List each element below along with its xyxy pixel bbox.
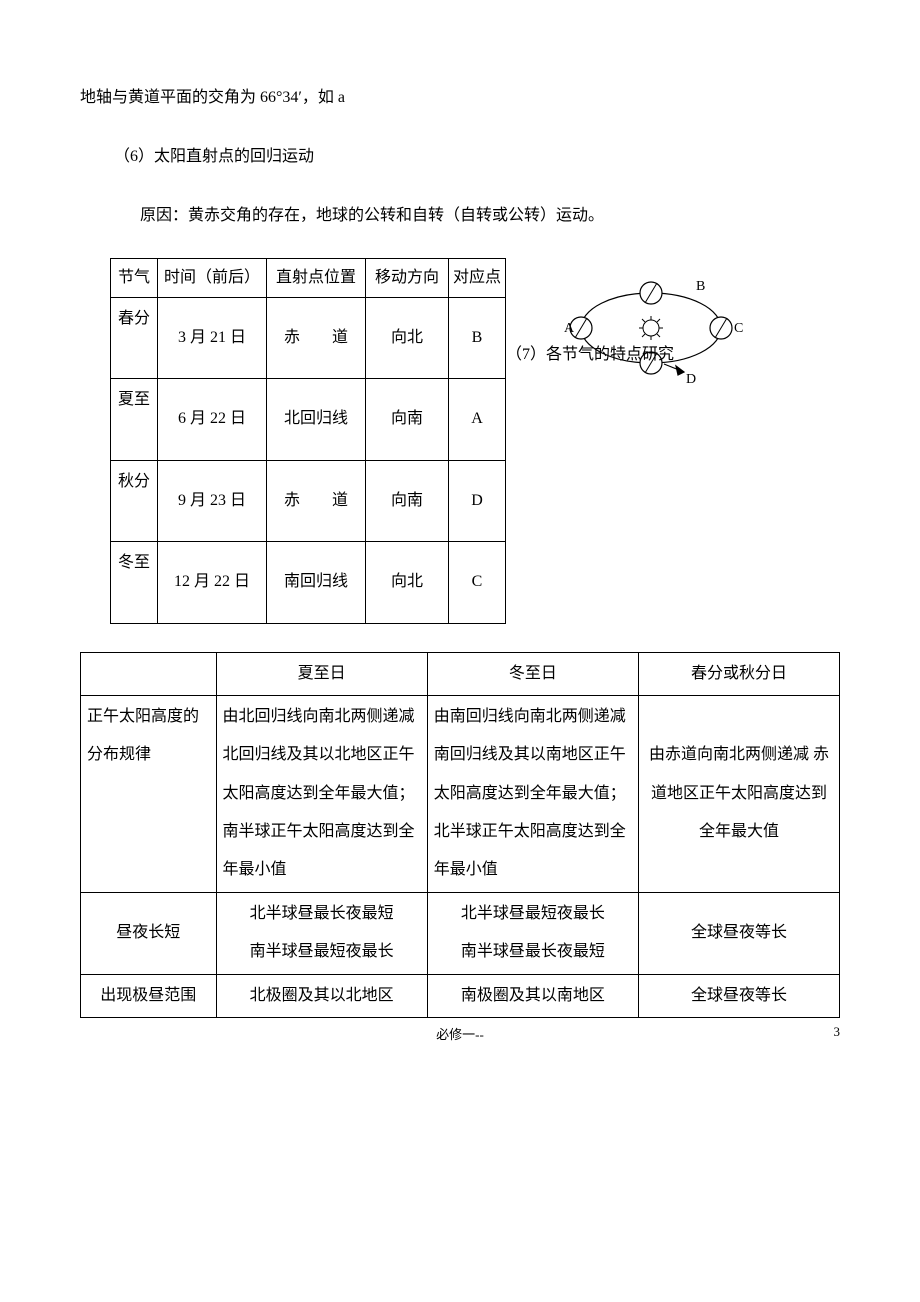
section-7-title: （7）各节气的特点研究 <box>506 340 674 364</box>
cell: 向北 <box>366 542 449 623</box>
hdr-term: 节气 <box>118 269 150 286</box>
table-row: 冬至 12 月 22 日 南回归线 向北 C <box>111 542 506 623</box>
cell: 南回归线 <box>267 542 366 623</box>
cell: 向北 <box>366 297 449 378</box>
cell: C <box>449 542 506 623</box>
features-table: 夏至日 冬至日 春分或秋分日 正午太阳高度的分布规律 由北回归线向南北两侧递减 … <box>80 652 840 1019</box>
table-row: 夏至日 冬至日 春分或秋分日 <box>81 652 840 695</box>
hdr-time: 时间（前后） <box>164 269 260 286</box>
cell: 由北回归线向南北两侧递减 北回归线及其以北地区正午太阳高度达到全年最大值；南半球… <box>216 695 427 892</box>
cell: 12 月 22 日 <box>158 542 267 623</box>
cell: 3 月 21 日 <box>158 297 267 378</box>
page-number: 3 <box>834 1024 841 1040</box>
col-header: 节气 <box>111 258 158 297</box>
label-b: B <box>696 279 705 294</box>
cell: 9 月 23 日 <box>158 460 267 541</box>
cell: B <box>449 297 506 378</box>
label-c: C <box>734 321 743 336</box>
page: 地轴与黄道平面的交角为 66°34′，如 a （6）太阳直射点的回归运动 原因：… <box>0 0 920 1063</box>
table-row: 秋分 9 月 23 日 赤 道 向南 D <box>111 460 506 541</box>
intro-line-1: 地轴与黄道平面的交角为 66°34′，如 a <box>80 80 840 115</box>
table-row: 正午太阳高度的分布规律 由北回归线向南北两侧递减 北回归线及其以北地区正午太阳高… <box>81 695 840 892</box>
cell: 向南 <box>366 379 449 460</box>
row-label: 出现极昼范围 <box>81 974 217 1017</box>
col-header: 时间（前后） <box>158 258 267 297</box>
cell: 秋分 <box>111 460 158 541</box>
row-table-and-diagram: 节气 时间（前后） 直射点位置 移动方向 对应点 春分 3 月 21 日 赤 道… <box>80 258 840 624</box>
hdr-position: 直射点位置 <box>276 269 356 286</box>
cell: 北半球昼最短夜最长 南半球昼最长夜最短 <box>427 892 638 974</box>
col-header: 移动方向 <box>366 258 449 297</box>
table-row: 夏至 6 月 22 日 北回归线 向南 A <box>111 379 506 460</box>
side-column: A B C D （7）各节气的特点研究 <box>506 258 840 388</box>
cell: 由南回归线向南北两侧递减 南回归线及其以南地区正午太阳高度达到全年最大值；北半球… <box>427 695 638 892</box>
orbit-diagram: A B C D <box>556 268 746 388</box>
cell: 赤 道 <box>267 297 366 378</box>
section-6-title: （6）太阳直射点的回归运动 <box>80 139 840 174</box>
col-header: 对应点 <box>449 258 506 297</box>
cell: 冬至 <box>111 542 158 623</box>
cell: D <box>449 460 506 541</box>
table-row: 春分 3 月 21 日 赤 道 向北 B <box>111 297 506 378</box>
table-row: 节气 时间（前后） 直射点位置 移动方向 对应点 <box>111 258 506 297</box>
cell: 春分 <box>111 297 158 378</box>
table-row: 出现极昼范围 北极圈及其以北地区 南极圈及其以南地区 全球昼夜等长 <box>81 974 840 1017</box>
row-label: 昼夜长短 <box>81 892 217 974</box>
hdr-point: 对应点 <box>453 269 501 286</box>
cell: 全球昼夜等长 <box>639 974 840 1017</box>
solar-terms-table-wrap: 节气 时间（前后） 直射点位置 移动方向 对应点 春分 3 月 21 日 赤 道… <box>80 258 506 624</box>
cell: 由赤道向南北两侧递减 赤道地区正午太阳高度达到全年最大值 <box>639 695 840 892</box>
cell: 6 月 22 日 <box>158 379 267 460</box>
cell: 北半球昼最长夜最短 南半球昼最短夜最长 <box>216 892 427 974</box>
table-row: 昼夜长短 北半球昼最长夜最短 南半球昼最短夜最长 北半球昼最短夜最长 南半球昼最… <box>81 892 840 974</box>
cell: A <box>449 379 506 460</box>
page-footer: 必修一-- 3 <box>80 1024 840 1043</box>
col-header: 夏至日 <box>216 652 427 695</box>
col-header <box>81 652 217 695</box>
col-header: 春分或秋分日 <box>639 652 840 695</box>
label-a: A <box>564 321 575 336</box>
cell: 向南 <box>366 460 449 541</box>
cell: 南极圈及其以南地区 <box>427 974 638 1017</box>
section-6-reason: 原因：黄赤交角的存在，地球的公转和自转（自转或公转）运动。 <box>80 198 840 233</box>
solar-terms-table: 节气 时间（前后） 直射点位置 移动方向 对应点 春分 3 月 21 日 赤 道… <box>110 258 506 624</box>
cell: 北极圈及其以北地区 <box>216 974 427 1017</box>
cell: 全球昼夜等长 <box>639 892 840 974</box>
cell: 夏至 <box>111 379 158 460</box>
cell: 赤 道 <box>267 460 366 541</box>
orbit-svg: A B C D <box>556 268 746 388</box>
row-label: 正午太阳高度的分布规律 <box>81 695 217 892</box>
col-header: 冬至日 <box>427 652 638 695</box>
col-header: 直射点位置 <box>267 258 366 297</box>
hdr-direction: 移动方向 <box>375 269 439 286</box>
cell: 北回归线 <box>267 379 366 460</box>
label-d: D <box>686 372 696 387</box>
footer-text: 必修一-- <box>436 1027 484 1042</box>
